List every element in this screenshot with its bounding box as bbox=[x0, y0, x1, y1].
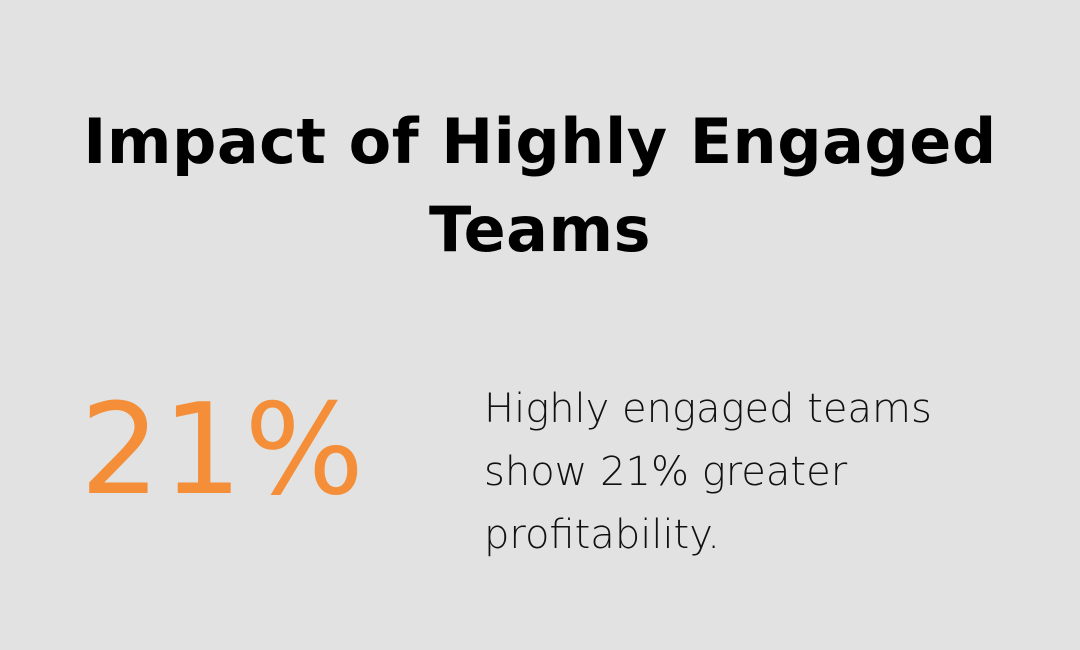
page-title: Impact of Highly Engaged Teams bbox=[83, 105, 997, 266]
stat-value: 21% bbox=[80, 376, 367, 523]
stat-description: Highly engaged teams show 21% greater pr… bbox=[484, 386, 932, 558]
stat-block: 21% Highly engaged teams show 21% greate… bbox=[80, 360, 1020, 560]
